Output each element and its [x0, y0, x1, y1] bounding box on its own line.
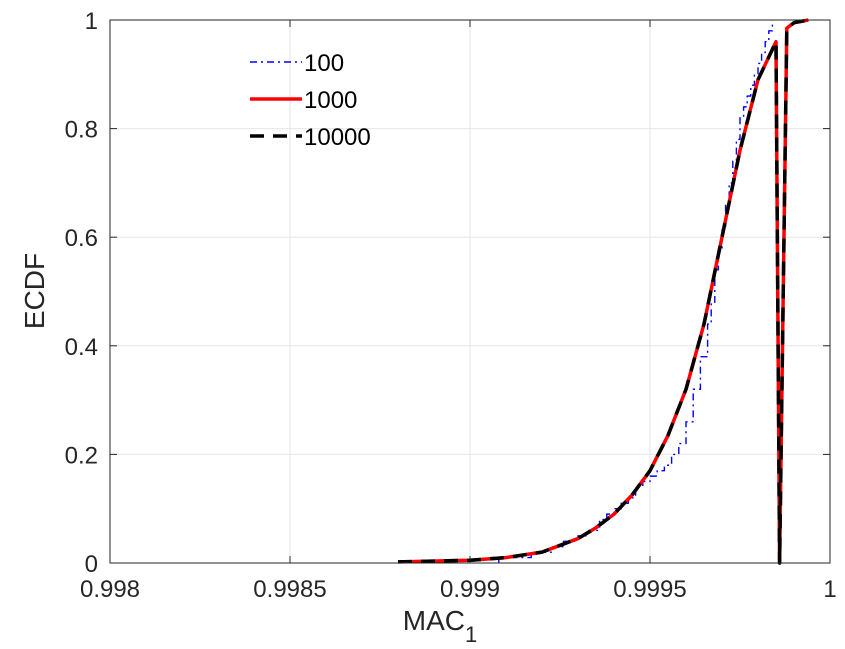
y-tick-label: 0 — [85, 551, 98, 578]
series-line-10000 — [397, 18, 809, 565]
legend-label-100: 100 — [304, 50, 344, 77]
plot-series — [397, 18, 809, 565]
x-axis-label-subscript: 1 — [465, 622, 477, 647]
x-tick-label: 0.9985 — [253, 576, 326, 603]
y-tick-label: 0.6 — [65, 225, 98, 252]
x-tick-label: 1 — [823, 576, 836, 603]
legend: 100 1000 10000 — [250, 50, 371, 151]
legend-label-1000: 1000 — [304, 87, 357, 114]
series-line-100 — [498, 20, 774, 563]
y-tick-label: 0.4 — [65, 334, 98, 361]
x-axis-label: MAC1 — [403, 605, 477, 647]
x-tick-label: 0.9995 — [613, 576, 686, 603]
x-tick-label: 0.999 — [440, 576, 500, 603]
x-axis-label-main: MAC — [403, 605, 465, 636]
legend-label-10000: 10000 — [304, 124, 371, 151]
axis-ticks: 0.998 0.9985 0.999 0.9995 1 0 0.2 0.4 0.6 0.8 1 — [65, 8, 837, 603]
x-tick-label: 0.998 — [80, 576, 140, 603]
y-tick-label: 0.8 — [65, 117, 98, 144]
y-tick-label: 1 — [85, 8, 98, 35]
y-tick-label: 0.2 — [65, 442, 98, 469]
y-axis-label: ECDF — [19, 253, 50, 329]
